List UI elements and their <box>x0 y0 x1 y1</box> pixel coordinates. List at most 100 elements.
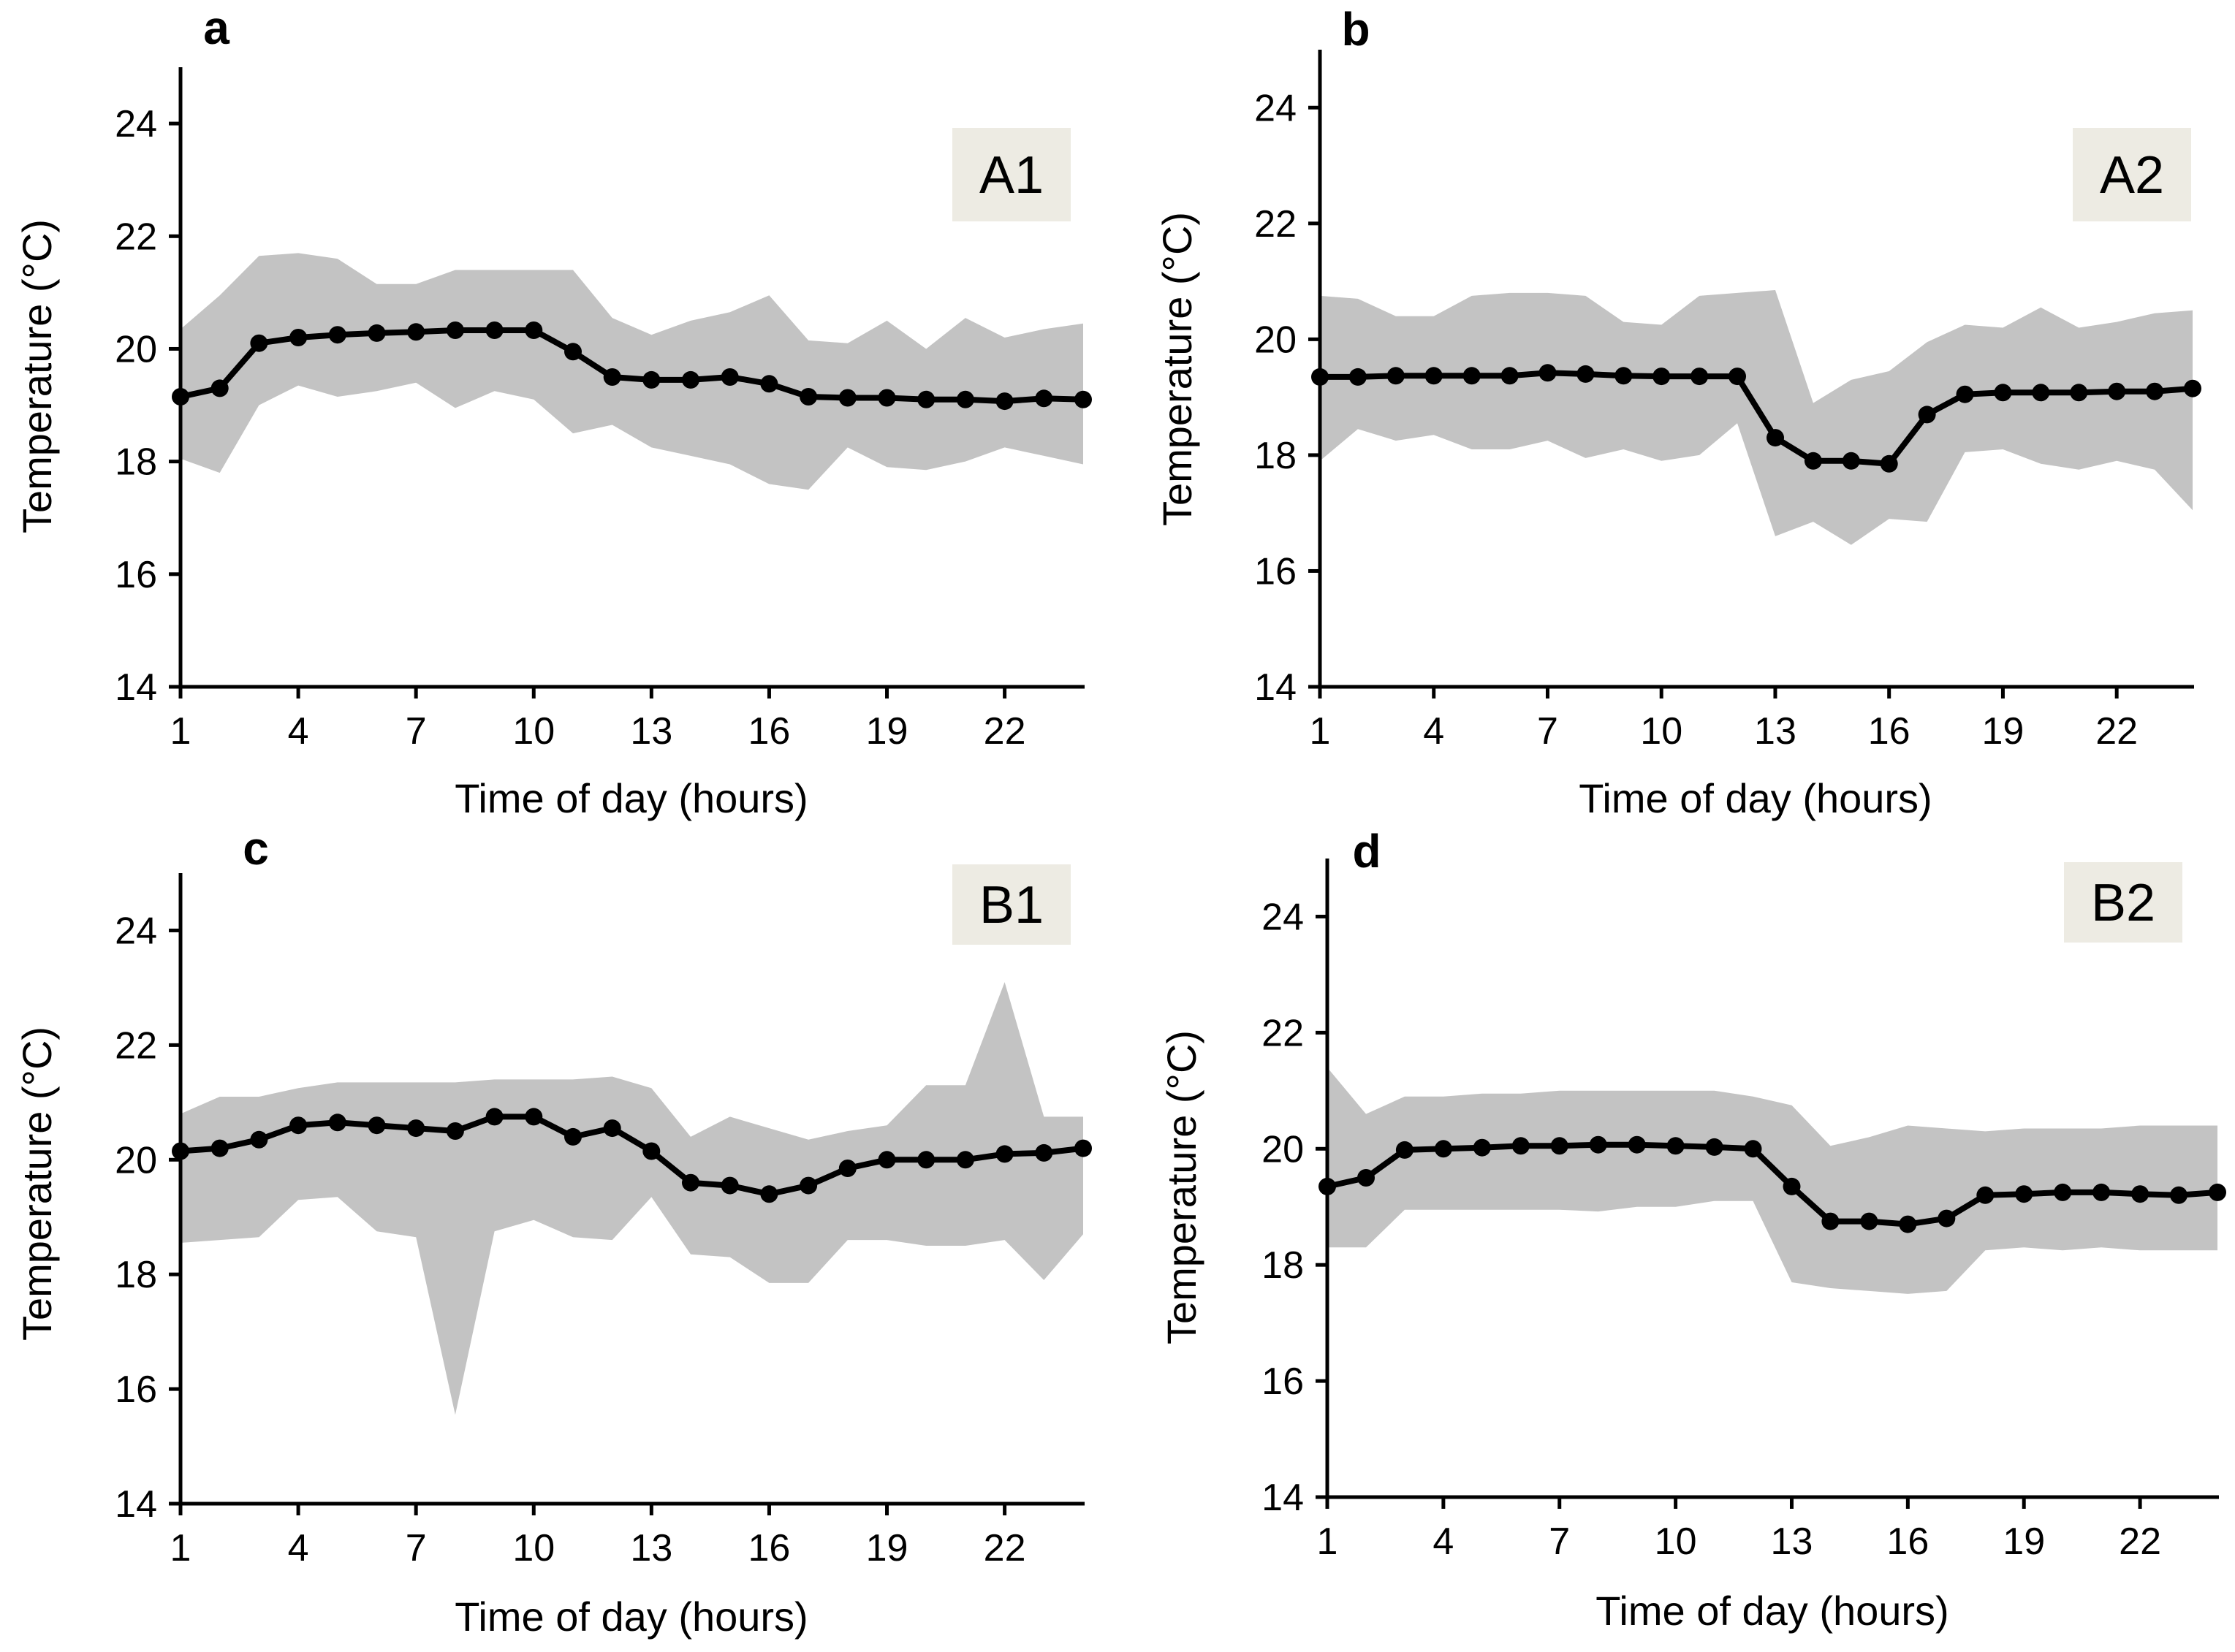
y-tick-label: 18 <box>115 1254 157 1296</box>
y-tick-label: 22 <box>1261 1012 1304 1054</box>
x-tick-label: 1 <box>170 710 191 753</box>
mean-point <box>1938 1209 1956 1227</box>
x-tick-label: 7 <box>1537 710 1558 753</box>
mean-point <box>1860 1212 1878 1230</box>
mean-point <box>838 389 857 407</box>
panel-letter: d <box>1352 825 1381 878</box>
mean-point <box>2108 382 2126 400</box>
mean-point <box>2146 382 2164 400</box>
mean-point <box>1821 1212 1840 1230</box>
mean-point <box>250 1130 268 1149</box>
mean-point <box>1767 429 1784 447</box>
mean-point <box>682 370 699 389</box>
mean-point <box>1035 389 1053 408</box>
mean-point <box>642 370 661 389</box>
x-axis-title: Time of day (hours) <box>1579 775 1932 821</box>
mean-point <box>210 379 229 397</box>
y-tick-label: 14 <box>115 666 157 709</box>
y-axis-title: Temperature (°C) <box>1158 1030 1204 1344</box>
y-tick-label: 22 <box>115 216 157 258</box>
mean-point <box>2184 379 2201 397</box>
x-tick-label: 13 <box>630 710 672 753</box>
x-tick-label: 22 <box>984 1527 1026 1569</box>
x-tick-label: 7 <box>1549 1520 1570 1563</box>
mean-point <box>2209 1183 2226 1201</box>
panel-tag-label: B1 <box>979 876 1044 935</box>
x-tick-label: 4 <box>1433 1520 1454 1563</box>
mean-point <box>917 390 936 408</box>
mean-point <box>1386 367 1405 385</box>
panel-letter: b <box>1341 3 1370 56</box>
mean-point <box>1744 1140 1762 1158</box>
mean-point <box>1899 1215 1917 1233</box>
mean-point <box>525 321 543 339</box>
x-tick-label: 19 <box>2003 1520 2045 1563</box>
y-axis-title: Temperature (°C) <box>14 1027 60 1341</box>
y-tick-label: 18 <box>1254 435 1297 477</box>
mean-point <box>1473 1138 1491 1157</box>
x-tick-label: 22 <box>984 710 1026 753</box>
y-tick-label: 24 <box>115 910 157 952</box>
y-tick-label: 14 <box>1254 666 1297 709</box>
mean-point <box>603 1119 621 1138</box>
mean-point <box>838 1160 857 1177</box>
x-tick-label: 16 <box>1868 710 1910 753</box>
x-tick-label: 7 <box>406 1527 427 1569</box>
mean-point <box>2054 1183 2072 1201</box>
x-tick-label: 7 <box>406 710 427 753</box>
mean-point <box>446 1122 464 1140</box>
mean-point <box>1311 368 1329 386</box>
mean-point <box>1035 1143 1053 1162</box>
mean-point <box>721 1176 739 1195</box>
mean-point <box>1074 390 1092 408</box>
mean-point <box>172 1142 189 1160</box>
range-band <box>181 253 1083 490</box>
panel-letter: a <box>203 1 229 54</box>
mean-point <box>1842 452 1860 470</box>
mean-point <box>1691 368 1709 386</box>
mean-point <box>1956 385 1974 403</box>
mean-point <box>917 1151 936 1169</box>
y-tick-label: 16 <box>115 1369 157 1411</box>
mean-point <box>328 1114 346 1132</box>
mean-point <box>407 323 425 341</box>
mean-point <box>1880 454 1898 473</box>
mean-point <box>800 388 818 406</box>
mean-point <box>2032 384 2050 402</box>
y-tick-label: 20 <box>115 1139 157 1181</box>
mean-point <box>1538 364 1557 382</box>
mean-point <box>1729 368 1746 386</box>
y-tick-label: 20 <box>115 328 157 370</box>
x-tick-label: 13 <box>1771 1520 1813 1563</box>
y-tick-label: 18 <box>115 441 157 484</box>
panel-tag-box <box>952 128 1071 221</box>
panel-letter: c <box>243 822 269 875</box>
mean-point <box>878 1151 896 1169</box>
mean-point <box>172 388 189 406</box>
mean-point <box>878 389 896 407</box>
mean-point <box>1434 1140 1452 1158</box>
panel-tag-label: A1 <box>979 146 1044 205</box>
mean-point <box>800 1176 818 1195</box>
mean-point <box>250 334 268 352</box>
x-tick-label: 13 <box>1754 710 1796 753</box>
y-tick-label: 14 <box>115 1483 157 1526</box>
x-tick-label: 22 <box>2119 1520 2161 1563</box>
mean-point <box>564 343 582 361</box>
mean-point <box>1357 1169 1375 1187</box>
x-tick-label: 4 <box>288 1527 309 1569</box>
panel-tag-box <box>2064 862 2182 943</box>
mean-point <box>721 368 739 386</box>
mean-point <box>289 329 308 346</box>
panel-tag-box <box>952 864 1071 945</box>
range-band <box>181 982 1083 1415</box>
x-tick-label: 1 <box>1310 710 1331 753</box>
x-tick-label: 1 <box>1317 1520 1338 1563</box>
y-tick-label: 16 <box>1254 550 1297 593</box>
mean-point <box>485 321 504 339</box>
x-tick-label: 4 <box>1423 710 1444 753</box>
x-tick-label: 16 <box>748 1527 791 1569</box>
